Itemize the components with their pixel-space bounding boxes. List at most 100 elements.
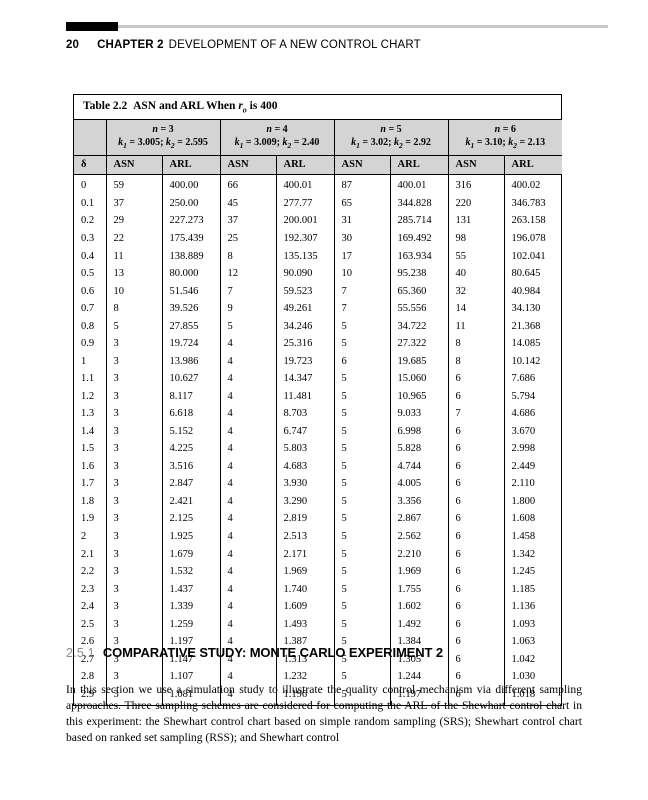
- cell-n6-arl: 1.030: [503, 668, 563, 686]
- cell-n3-arl: 1.197: [161, 633, 221, 651]
- cell-n5-asn: 5: [333, 422, 391, 441]
- cell-delta: 2.9: [81, 688, 95, 700]
- cell-n4-asn: 4: [219, 440, 277, 458]
- cell-delta: 0.6: [81, 285, 95, 297]
- cell-n4-arl: 3.930: [275, 475, 335, 493]
- group-k1-value: = 3.005;: [129, 137, 164, 149]
- cell-n3-arl: 80.000: [161, 265, 221, 283]
- table-caption: Table 2.2 ASN and ARL When ro is 400: [74, 95, 561, 121]
- cell-n3-asn: 3: [105, 387, 162, 406]
- cell-n5-asn: 5: [333, 405, 391, 423]
- cell-n4-asn: 4: [219, 335, 277, 353]
- cell-delta: 1.9: [81, 513, 95, 525]
- group-header-blank: [74, 120, 106, 157]
- group-k1-label: k: [351, 137, 357, 149]
- cell-n3-arl: 1.147: [161, 650, 221, 669]
- group-k1-subscript: 1: [470, 141, 475, 151]
- cell-n5-arl: 285.714: [389, 212, 449, 230]
- cell-n3-arl: 13.986: [161, 352, 221, 371]
- table-caption-variable: r: [238, 100, 243, 112]
- group-k2-value: = 2.595: [177, 137, 208, 149]
- cell-n4-arl: 59.523: [275, 282, 335, 301]
- cell-n5-arl: 5.828: [389, 440, 449, 458]
- cell-n6-asn: 6: [447, 422, 505, 441]
- cell-n5-arl: 95.238: [389, 265, 449, 283]
- cell-n3-arl: 5.152: [161, 422, 221, 441]
- cell-n3-asn: 3: [105, 457, 162, 476]
- cell-n5-asn: 87: [333, 174, 391, 195]
- cell-n4-arl: 11.481: [275, 387, 335, 406]
- cell-n3-arl: 400.00: [161, 174, 221, 195]
- group-n-variable: n: [266, 124, 272, 136]
- cell-n6-asn: 6: [447, 475, 505, 493]
- cell-n5-arl: 65.360: [389, 282, 449, 301]
- group-k1-label: k: [465, 137, 471, 149]
- group-k1-value: = 3.10;: [476, 137, 506, 149]
- cell-n6-asn: 6: [447, 580, 505, 599]
- cell-n6-arl: 80.645: [503, 265, 563, 283]
- cell-n3-arl: 175.439: [161, 229, 221, 248]
- group-k1-subscript: 1: [356, 141, 360, 151]
- cell-n6-arl: 263.158: [503, 212, 563, 230]
- cell-n6-arl: 400.02: [503, 174, 563, 195]
- cell-n3-asn: 3: [105, 615, 162, 634]
- running-head-rule-black: [66, 22, 118, 31]
- cell-n3-asn: 3: [105, 422, 162, 441]
- cell-n3-asn: 59: [105, 174, 162, 195]
- cell-n5-arl: 4.005: [389, 475, 449, 493]
- cell-n6-asn: 6: [447, 387, 505, 406]
- cell-n6-arl: 3.670: [503, 422, 563, 441]
- cell-n3-arl: 1.679: [161, 545, 221, 564]
- table-row: 2.5 3 1.259 4 1.493 5 1.492 6 1.093: [74, 615, 563, 634]
- group-k1-subscript: 1: [239, 141, 244, 151]
- cell-n6-arl: 4.686: [503, 405, 563, 423]
- cell-n3-arl: 1.259: [161, 615, 221, 634]
- table-caption-text-2: is 400: [249, 100, 278, 112]
- body-paragraph: In this section we use a simulation stud…: [66, 682, 582, 745]
- cell-n6-asn: 6: [447, 528, 505, 546]
- cell-n4-asn: 4: [219, 492, 277, 511]
- cell-n4-arl: 1.232: [275, 668, 335, 686]
- cell-n6-asn: 6: [447, 598, 505, 616]
- table-row: 0 59 400.00 66 400.01 87 400.01 316 400.02: [74, 174, 563, 195]
- cell-n3-arl: 1.081: [161, 685, 221, 706]
- cell-n6-arl: 346.783: [503, 194, 563, 213]
- table-row: 1.9 3 2.125 4 2.819 5 2.867 6 1.608: [74, 510, 563, 528]
- cell-n4-asn: 4: [219, 615, 277, 634]
- cell-n6-arl: 1.018: [503, 685, 563, 706]
- table-row: 1.8 3 2.421 4 3.290 5 3.356 6 1.800: [74, 492, 563, 511]
- cell-n3-arl: 1.339: [161, 598, 221, 616]
- cell-n4-asn: 9: [219, 300, 277, 318]
- cell-n4-asn: 4: [219, 580, 277, 599]
- table-caption-variable-subscript: o: [242, 105, 247, 115]
- cell-n6-arl: 2.110: [503, 475, 563, 493]
- cell-n5-arl: 34.722: [389, 317, 449, 336]
- table-row: 2.9 3 1.081 4 1.196 5 1.197 6 1.018: [74, 685, 563, 706]
- cell-n3-arl: 138.889: [161, 247, 221, 266]
- cell-n3-arl: 1.532: [161, 563, 221, 581]
- table-row: 0.2 29 227.273 37 200.001 31 285.714 131 263.158: [74, 212, 563, 230]
- cell-n6-asn: 6: [447, 563, 505, 581]
- cell-n4-arl: 200.001: [275, 212, 335, 230]
- cell-n4-asn: 5: [219, 317, 277, 336]
- cell-n3-asn: 22: [105, 229, 162, 248]
- cell-n6-asn: 8: [447, 352, 505, 371]
- cell-n3-arl: 250.00: [161, 194, 221, 213]
- cell-delta: 2.2: [81, 566, 95, 578]
- cell-n6-arl: 1.800: [503, 492, 563, 511]
- table-head: n = 3 k1 = 3.005; k2 = 2.595 n = 4 k1 = …: [74, 120, 563, 176]
- cell-n3-arl: 10.627: [161, 370, 221, 388]
- table-body: 0 59 400.00 66 400.01 87 400.01 316 400.02 0.1 37 2…: [74, 174, 563, 706]
- cell-n5-arl: 3.356: [389, 492, 449, 511]
- cell-n4-arl: 25.316: [275, 335, 335, 353]
- cell-n4-arl: 19.723: [275, 352, 335, 371]
- group-k2-value: = 2.40: [293, 137, 320, 149]
- cell-n5-arl: 27.322: [389, 335, 449, 353]
- cell-n5-arl: 55.556: [389, 300, 449, 318]
- table-caption-prefix: Table 2.2: [83, 100, 128, 112]
- group-k1-value: = 3.02;: [362, 137, 392, 149]
- group-k2-label: k: [282, 137, 288, 149]
- cell-n5-asn: 5: [333, 685, 391, 706]
- cell-n3-asn: 3: [105, 563, 162, 581]
- cell-n6-arl: 1.245: [503, 563, 563, 581]
